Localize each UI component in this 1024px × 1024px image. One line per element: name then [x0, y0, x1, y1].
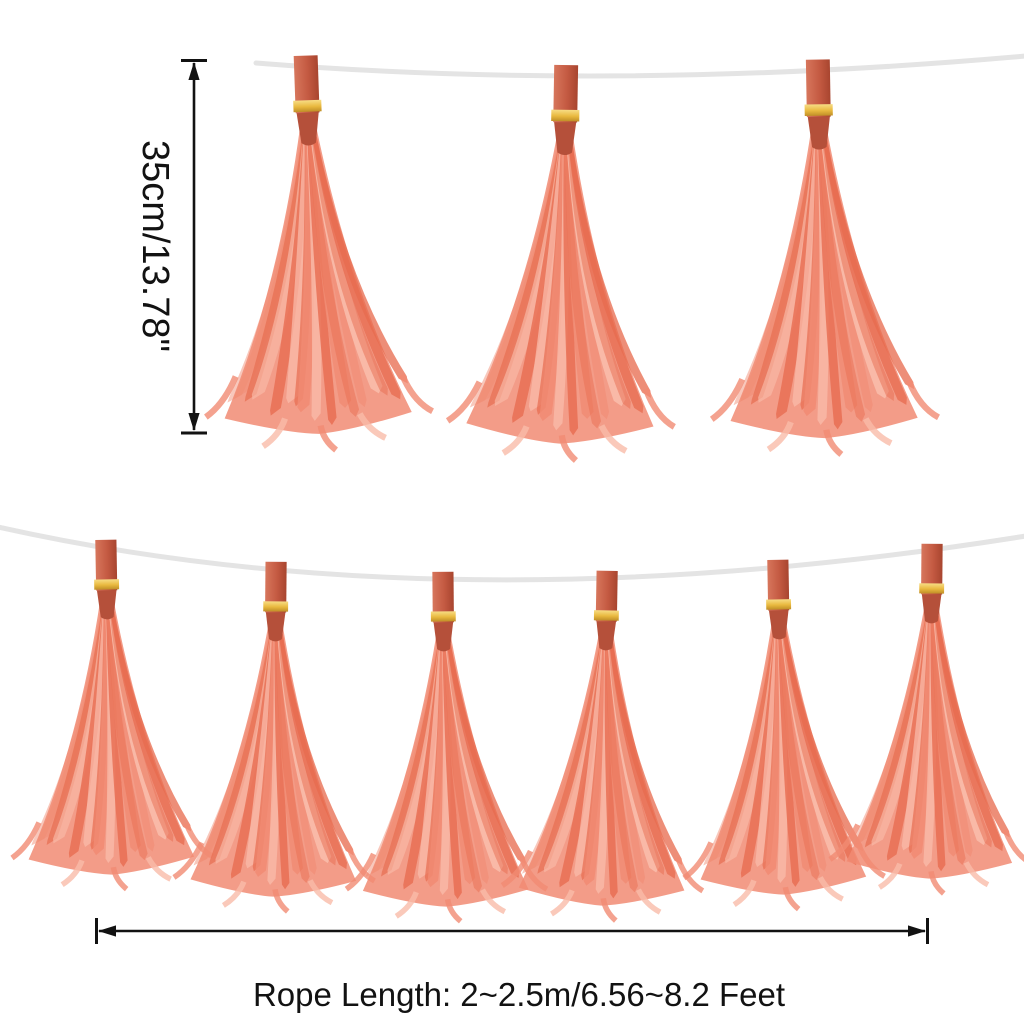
tassel	[706, 58, 940, 457]
garland-rope-bottom	[0, 524, 1024, 583]
tassel	[174, 561, 378, 912]
tassel	[447, 63, 681, 462]
tassel	[6, 538, 213, 891]
tassel	[830, 543, 1024, 894]
tassel	[193, 52, 433, 455]
garland-rope-top	[253, 53, 1024, 79]
height-arrowhead-down-icon	[188, 413, 200, 431]
height-dimension: 35cm/13.78"	[134, 59, 207, 435]
rope-length-arrowhead-left-icon	[98, 925, 116, 937]
rope-length-arrowhead-right-icon	[908, 925, 926, 937]
tassel	[502, 569, 709, 922]
height-label: 35cm/13.78"	[134, 140, 176, 352]
rope-length-dimension: Rope Length: 2~2.5m/6.56~8.2 Feet	[95, 918, 929, 1013]
height-arrowhead-up-icon	[188, 62, 200, 80]
rope-length-label: Rope Length: 2~2.5m/6.56~8.2 Feet	[253, 976, 785, 1013]
